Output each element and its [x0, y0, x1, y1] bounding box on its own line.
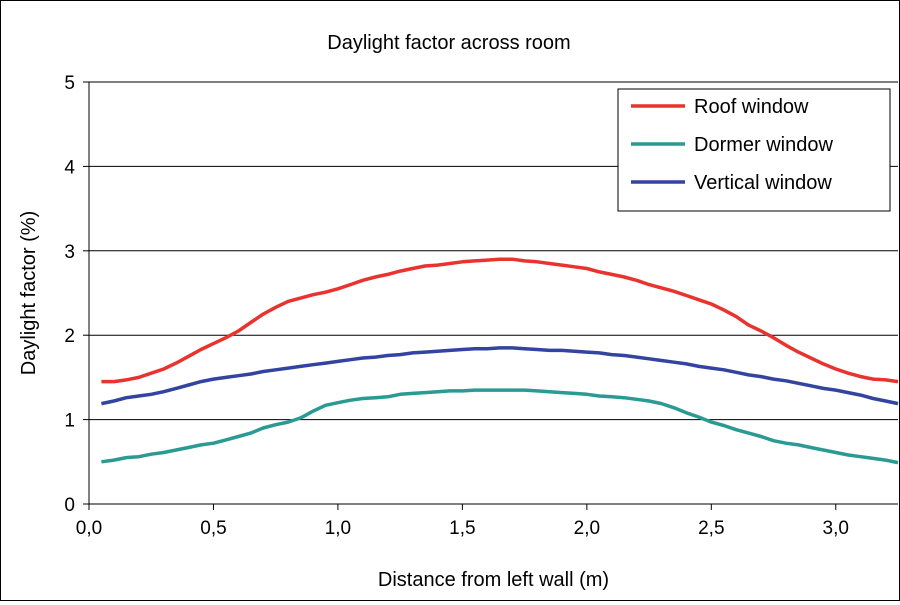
x-tick-label: 2,5 — [698, 518, 724, 539]
series-lines — [101, 257, 899, 465]
x-tick-label: 2,0 — [574, 518, 600, 539]
legend-label-vertical-window: Vertical window — [694, 172, 832, 194]
legend-label-roof-window: Roof window — [694, 96, 809, 118]
series-line-vertical-window — [101, 346, 899, 406]
y-tick-label: 5 — [64, 73, 75, 94]
series-line-dormer-window — [101, 388, 899, 465]
legend-label-dormer-window: Dormer window — [694, 134, 833, 156]
legend: Roof window Dormer window Vertical window — [617, 88, 891, 212]
x-axis-ticks: 0,0 0,5 1,0 1,5 2,0 2,5 3,0 — [76, 504, 849, 539]
plot-area-border — [88, 82, 898, 505]
x-tick-label: 1,0 — [325, 518, 351, 539]
x-tick-label: 0,5 — [200, 518, 226, 539]
x-tick-label: 3,0 — [823, 518, 849, 539]
y-tick-label: 4 — [64, 157, 75, 178]
y-axis-ticks: 0 1 2 3 4 5 — [64, 73, 89, 516]
y-tick-label: 0 — [64, 495, 75, 516]
legend-box — [617, 88, 891, 212]
x-tick-label: 1,5 — [449, 518, 475, 539]
series-line-roof-window — [101, 257, 899, 384]
y-axis-label: Daylight factor (%) — [18, 211, 40, 376]
y-tick-label: 2 — [64, 326, 75, 347]
y-tick-label: 3 — [64, 242, 75, 263]
y-tick-label: 1 — [64, 411, 75, 432]
x-tick-label: 0,0 — [76, 518, 102, 539]
x-axis-label: Distance from left wall (m) — [378, 569, 609, 591]
chart-title: Daylight factor across room — [327, 32, 570, 54]
